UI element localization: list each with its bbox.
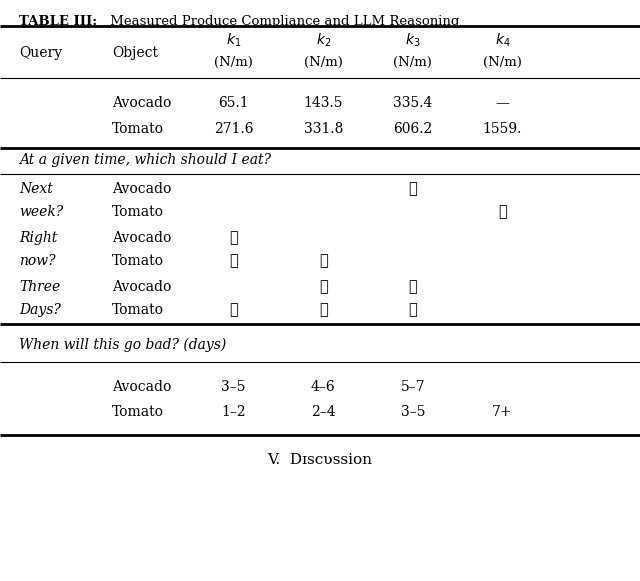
Text: Avocado: Avocado [112, 279, 172, 294]
Text: ✓: ✓ [229, 231, 238, 245]
Text: Measured Produce Compliance and LLM Reasoning: Measured Produce Compliance and LLM Reas… [106, 15, 459, 27]
Text: V.  Dɪscʋssion: V. Dɪscʋssion [268, 453, 372, 467]
Text: —: — [495, 96, 509, 110]
Text: (N/m): (N/m) [394, 56, 432, 69]
Text: ✓: ✓ [229, 254, 238, 268]
Text: Next: Next [19, 182, 53, 196]
Text: $k_4$: $k_4$ [495, 32, 510, 49]
Text: 335.4: 335.4 [393, 96, 433, 110]
Text: Tomato: Tomato [112, 405, 164, 419]
Text: Tomato: Tomato [112, 122, 164, 136]
Text: 7+: 7+ [492, 405, 513, 419]
Text: 4–6: 4–6 [311, 379, 335, 394]
Text: 1559.: 1559. [483, 122, 522, 136]
Text: 2–4: 2–4 [311, 405, 335, 419]
Text: Avocado: Avocado [112, 379, 172, 394]
Text: Tomato: Tomato [112, 303, 164, 317]
Text: 5–7: 5–7 [401, 379, 425, 394]
Text: At a given time, which should I eat?: At a given time, which should I eat? [19, 153, 271, 167]
Text: ✓: ✓ [408, 303, 417, 317]
Text: 65.1: 65.1 [218, 96, 249, 110]
Text: (N/m): (N/m) [304, 56, 342, 69]
Text: Three: Three [19, 279, 60, 294]
Text: now?: now? [19, 254, 56, 268]
Text: (N/m): (N/m) [214, 56, 253, 69]
Text: ✓: ✓ [319, 279, 328, 294]
Text: ✓: ✓ [319, 254, 328, 268]
Text: ✓: ✓ [498, 205, 507, 220]
Text: Avocado: Avocado [112, 182, 172, 196]
Text: Object: Object [112, 46, 158, 60]
Text: Query: Query [19, 46, 62, 60]
Text: TABLE III:: TABLE III: [19, 15, 97, 27]
Text: 271.6: 271.6 [214, 122, 253, 136]
Text: ✓: ✓ [319, 303, 328, 317]
Text: Tomato: Tomato [112, 205, 164, 220]
Text: week?: week? [19, 205, 63, 220]
Text: Days?: Days? [19, 303, 61, 317]
Text: 143.5: 143.5 [303, 96, 343, 110]
Text: 606.2: 606.2 [393, 122, 433, 136]
Text: Avocado: Avocado [112, 96, 172, 110]
Text: Avocado: Avocado [112, 231, 172, 245]
Text: 3–5: 3–5 [221, 379, 246, 394]
Text: $k_2$: $k_2$ [316, 32, 331, 49]
Text: Tomato: Tomato [112, 254, 164, 268]
Text: 1–2: 1–2 [221, 405, 246, 419]
Text: When will this go bad? (days): When will this go bad? (days) [19, 338, 227, 352]
Text: (N/m): (N/m) [483, 56, 522, 69]
Text: Right: Right [19, 231, 58, 245]
Text: ✓: ✓ [408, 182, 417, 196]
Text: $k_3$: $k_3$ [405, 32, 420, 49]
Text: 331.8: 331.8 [303, 122, 343, 136]
Text: 3–5: 3–5 [401, 405, 425, 419]
Text: ✓: ✓ [408, 279, 417, 294]
Text: ✓: ✓ [229, 303, 238, 317]
Text: $k_1$: $k_1$ [226, 32, 241, 49]
